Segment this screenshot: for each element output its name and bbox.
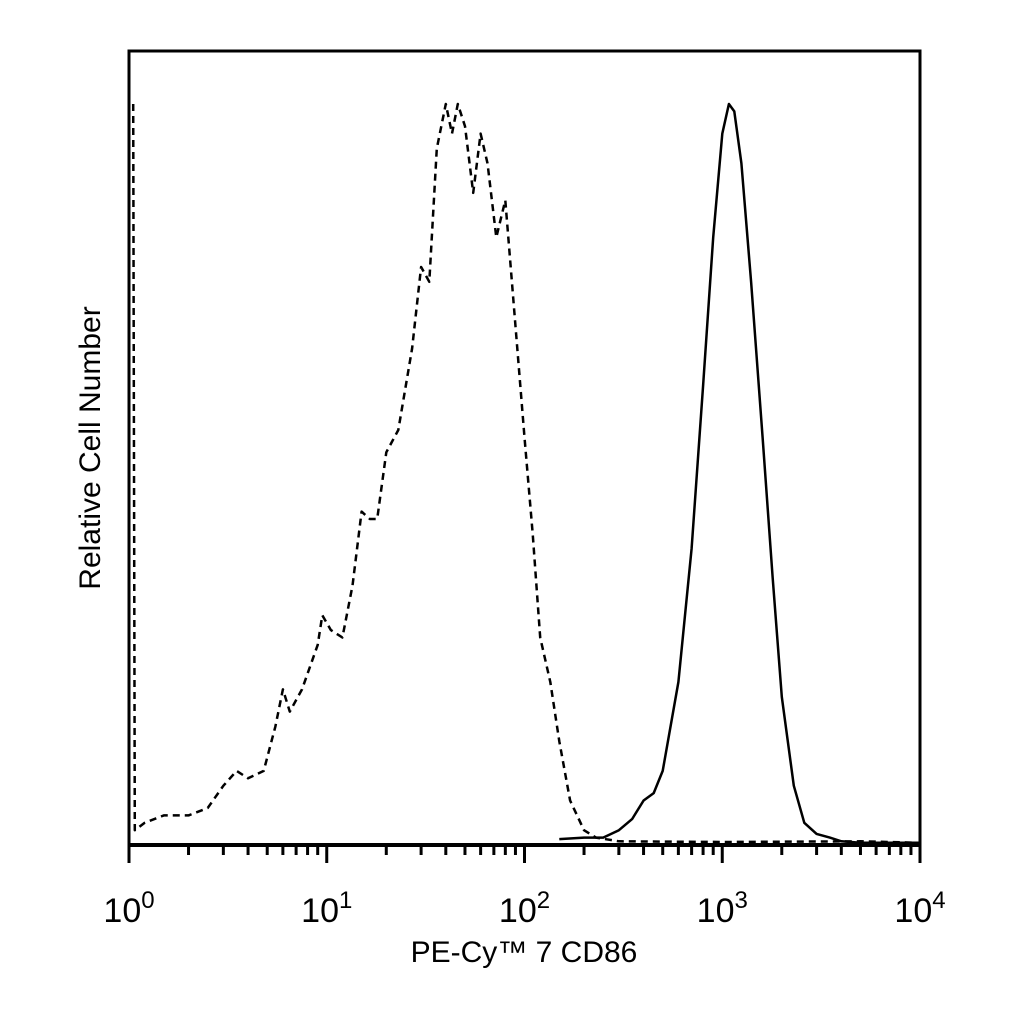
x-axis-ticks xyxy=(127,845,922,863)
x-tick-label: 101 xyxy=(301,887,352,930)
series-line-solid xyxy=(559,102,920,845)
x-axis-title: PE-Cy™ 7 CD86 xyxy=(411,936,638,969)
plot-area-frame xyxy=(127,49,922,847)
x-axis-tick-labels: 100 101 102 103 104 xyxy=(103,887,945,930)
x-tick-label: 103 xyxy=(697,887,748,930)
series-layer xyxy=(131,102,921,845)
x-tick-label: 100 xyxy=(103,887,154,930)
series-line-dashed xyxy=(131,102,921,845)
y-axis-title: Relative Cell Number xyxy=(74,306,107,589)
x-tick-label: 104 xyxy=(894,887,945,930)
x-tick-label: 102 xyxy=(499,887,550,930)
